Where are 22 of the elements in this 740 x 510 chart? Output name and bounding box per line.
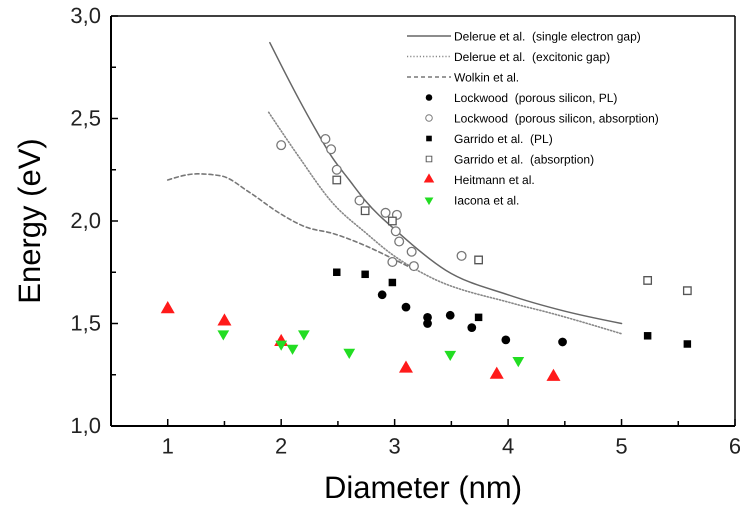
- y-axis-title: Energy (eV): [12, 138, 47, 304]
- legend-label: Garrido et al. (absorption): [454, 152, 594, 166]
- x-axis-title: Diameter (nm): [324, 470, 522, 505]
- legend-label: Lockwood (porous silicon, PL): [454, 91, 618, 105]
- y-tick-label: 2,5: [70, 106, 101, 131]
- x-tick-label: 1: [162, 434, 174, 459]
- x-tick-label: 2: [275, 434, 288, 459]
- x-tick-label: 4: [502, 434, 514, 459]
- y-tick-label: 1,0: [70, 413, 101, 438]
- x-tick-label: 6: [728, 434, 740, 459]
- legend-label: Wolkin et al.: [454, 70, 520, 84]
- x-tick-label: 3: [388, 434, 401, 459]
- legend-label: Lockwood (porous silicon, absorption): [454, 112, 659, 126]
- y-tick-label: 1,5: [70, 310, 101, 336]
- legend-label: Heitmann et al.: [454, 173, 535, 187]
- legend-label: Delerue et al. (single electron gap): [454, 30, 641, 44]
- x-tick-label: 5: [615, 434, 628, 459]
- y-tick-label: 2,0: [70, 208, 101, 234]
- y-tick-label: 3,0: [70, 3, 101, 28]
- legend-label: Iacona et al.: [454, 194, 520, 208]
- legend-label: Delerue et al. (excitonic gap): [454, 50, 610, 64]
- legend-label: Garrido et al. (PL): [454, 132, 553, 146]
